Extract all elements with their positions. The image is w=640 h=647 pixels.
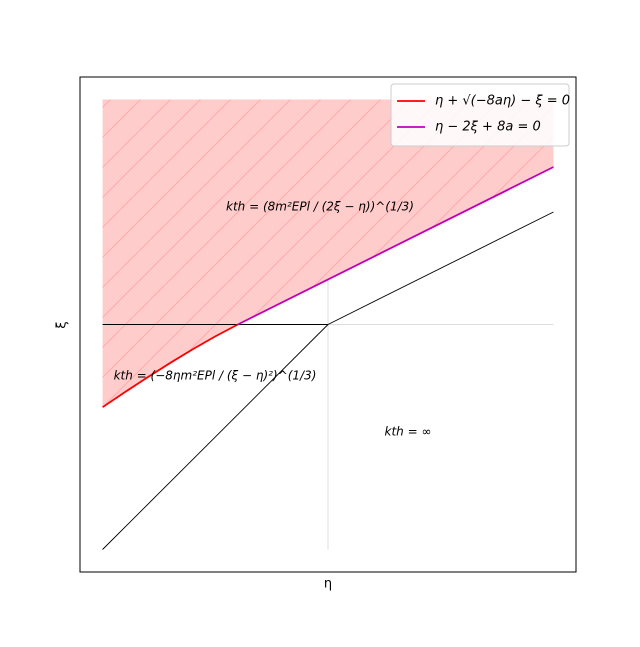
series-line: [102, 323, 239, 408]
line: [102, 324, 329, 550]
legend: [390, 83, 570, 147]
line: [327, 211, 554, 325]
x-axis-label: η: [324, 577, 332, 592]
hatched-region: [102, 99, 554, 408]
y-axis-label: ξ: [55, 321, 70, 328]
series-line: [237, 166, 554, 326]
axes-frame: [79, 76, 577, 573]
legend-label: η − 2ξ + 8a = 0: [435, 120, 541, 135]
annotation: kth = (8m²EPl / (2ξ − η))^(1/3): [226, 200, 414, 214]
annotation: kth = ∞: [385, 425, 432, 439]
legend-label: η + √(−8aη) − ξ = 0: [435, 94, 570, 109]
annotation: kth = (−8ηm²EPl / (ξ − η)²)^(1/3): [114, 369, 317, 383]
